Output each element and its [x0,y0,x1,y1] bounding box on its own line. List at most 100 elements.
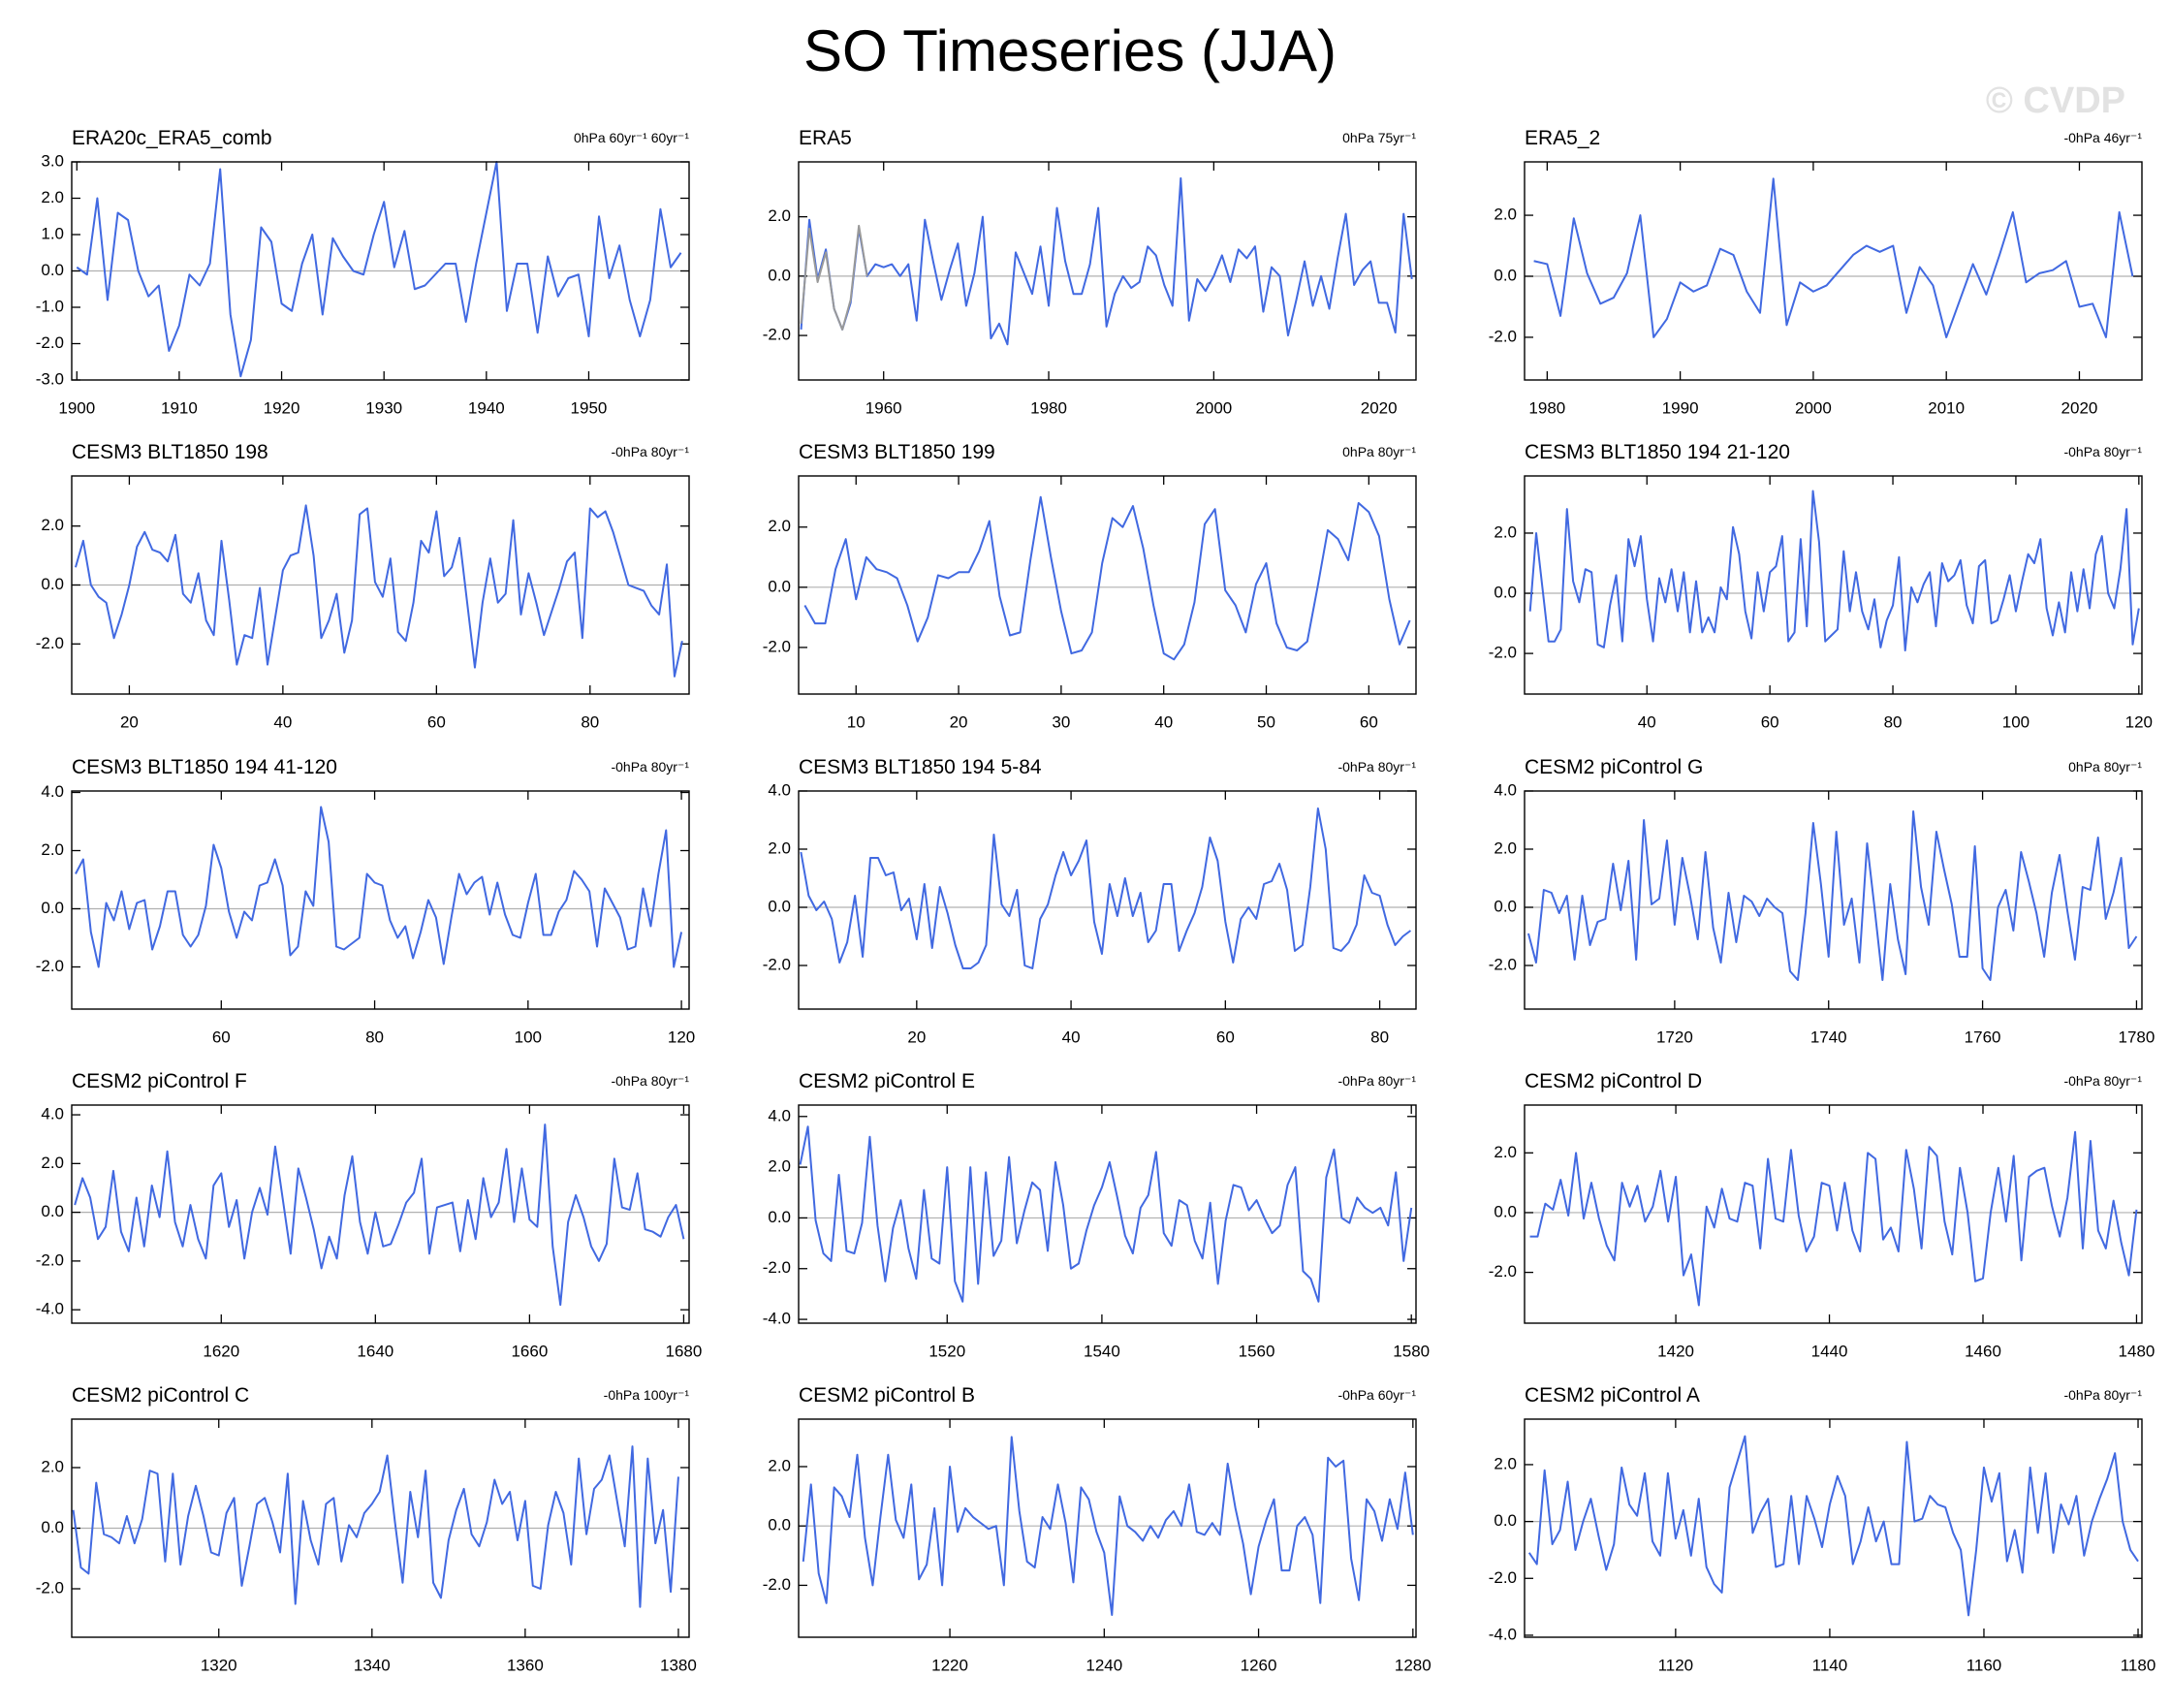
series-line [1529,1130,2138,1307]
plot-frame [798,1418,1417,1638]
panel-subtitle: -0hPa 80yr⁻¹ [2063,1073,2142,1089]
x-tick-label: 2010 [1928,398,1965,417]
y-tick-label: 0.0 [1494,1202,1517,1220]
y-tick-label: 4.0 [768,780,791,799]
x-tick-label: 1640 [357,1342,393,1360]
plot-frame [798,1104,1417,1324]
series-line [800,176,1413,346]
x-tick-label: 10 [847,712,865,731]
x-tick-label: 40 [1154,712,1173,731]
panel-subtitle: 0hPa 80yr⁻¹ [1342,444,1416,459]
x-tick-label: 1740 [1810,1028,1847,1046]
x-tick-label: 80 [1884,712,1903,731]
x-tick-label: 1540 [1084,1342,1120,1360]
y-tick-label: -2.0 [763,326,791,344]
x-tick-label: 1120 [1658,1656,1694,1674]
panel-title: CESM3 BLT1850 194 5-84 [799,756,1042,778]
y-tick-label: 2.0 [1494,1454,1517,1472]
y-tick-label: 0.0 [1494,1511,1517,1530]
x-tick-label: 80 [1370,1028,1389,1046]
plot-frame [1524,475,2143,695]
y-tick-label: 2.0 [768,1157,791,1176]
x-tick-label: 1780 [2119,1028,2155,1046]
x-tick-label: 2020 [2061,398,2098,417]
x-tick-label: 60 [427,712,446,731]
y-tick-label: 0.0 [768,1208,791,1226]
y-tick-label: 0.0 [41,575,64,593]
y-tick-label: -2.0 [1489,955,1517,973]
x-tick-label: 1990 [1662,398,1699,417]
y-tick-label: 0.0 [768,266,791,284]
x-tick-label: 1950 [571,398,608,417]
x-tick-label: 60 [1216,1028,1235,1046]
x-tick-label: 1930 [365,398,402,417]
x-tick-label: 60 [212,1028,231,1046]
x-tick-label: 1980 [1528,398,1565,417]
plot-frame [798,161,1417,381]
plot-frame [798,475,1417,695]
x-tick-label: 1660 [511,1342,548,1360]
panel-subtitle: 0hPa 75yr⁻¹ [1342,130,1416,145]
x-tick-label: 1920 [264,398,300,417]
x-tick-label: 80 [365,1028,384,1046]
y-tick-label: 0.0 [1494,584,1517,602]
x-tick-label: 1460 [1965,1342,2001,1360]
x-tick-label: 20 [950,712,968,731]
x-tick-label: 2020 [1361,398,1398,417]
series-line [800,224,868,331]
panel-subtitle: -0hPa 80yr⁻¹ [611,1073,689,1089]
panel-title: CESM2 piControl F [72,1070,247,1092]
x-tick-label: 1180 [2121,1656,2156,1674]
series-line [1528,490,2140,651]
y-tick-label: -3.0 [36,369,64,388]
x-tick-label: 1520 [928,1342,965,1360]
panel-title: CESM2 piControl C [72,1384,249,1407]
x-tick-label: 1380 [660,1656,697,1674]
x-tick-label: 1620 [203,1342,239,1360]
x-tick-label: 1140 [1812,1656,1848,1674]
y-tick-label: 0.0 [768,897,791,915]
x-tick-label: 40 [1062,1028,1081,1046]
plot-frame [71,475,690,695]
panel-title: CESM2 piControl A [1525,1384,1700,1407]
y-tick-label: 2.0 [768,517,791,535]
y-tick-label: -2.0 [36,957,64,975]
panel-subtitle: -0hPa 80yr⁻¹ [611,444,689,459]
y-tick-label: 0.0 [41,899,64,917]
y-tick-label: 0.0 [768,577,791,595]
y-tick-label: 2.0 [1494,206,1517,224]
series-line [72,1445,679,1608]
panel-subtitle: 0hPa 80yr⁻¹ [2068,759,2142,775]
x-tick-label: 1260 [1241,1656,1277,1674]
y-tick-label: 2.0 [1494,838,1517,857]
x-tick-label: 1980 [1030,398,1067,417]
x-tick-label: 1280 [1395,1656,1432,1674]
plot-frame [1524,1418,2143,1638]
x-tick-label: 1900 [58,398,95,417]
series-line [802,1436,1414,1617]
x-tick-label: 1340 [354,1656,391,1674]
x-tick-label: 40 [1638,712,1656,731]
x-tick-label: 1360 [507,1656,544,1674]
panel-subtitle: -0hPa 60yr⁻¹ [1337,1387,1416,1403]
y-tick-label: -2.0 [1489,327,1517,345]
series-line [75,806,683,968]
x-tick-label: 1760 [1965,1028,2001,1046]
panel-title: ERA20c_ERA5_comb [72,127,272,149]
series-line [1527,810,2138,981]
panel-subtitle: -0hPa 80yr⁻¹ [1337,1073,1416,1089]
x-tick-label: 1960 [865,398,902,417]
y-tick-label: 4.0 [1494,780,1517,799]
x-tick-label: 1420 [1657,1342,1694,1360]
y-tick-label: 0.0 [768,1516,791,1534]
y-tick-label: 0.0 [41,1518,64,1536]
y-tick-label: 0.0 [41,261,64,279]
y-tick-label: 2.0 [41,840,64,859]
panel-title: CESM2 piControl G [1525,756,1703,778]
x-tick-label: 20 [907,1028,926,1046]
panel-title: CESM2 piControl D [1525,1070,1702,1092]
y-tick-label: -2.0 [36,333,64,352]
x-tick-label: 1940 [468,398,505,417]
